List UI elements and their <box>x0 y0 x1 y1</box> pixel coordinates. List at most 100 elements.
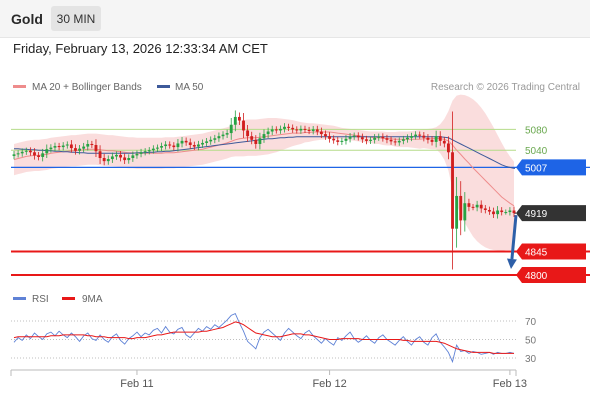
nine-ma-line <box>13 321 514 354</box>
candle <box>246 125 250 142</box>
price-legend: MA 20 + Bollinger Bands MA 50 <box>13 82 204 93</box>
candle <box>278 125 282 134</box>
ma50-legend-swatch <box>157 85 170 88</box>
candle-body <box>98 151 102 159</box>
candle-body <box>49 147 53 150</box>
candle <box>119 150 122 162</box>
forecast-arrowhead <box>506 258 517 269</box>
level-label-text: 4919 <box>525 209 548 220</box>
candle-body <box>442 140 446 144</box>
candle-body <box>504 212 508 214</box>
candle-body <box>291 127 295 130</box>
ma20-legend-swatch <box>13 85 26 88</box>
x-axis-tick-label: Feb 12 <box>312 378 346 390</box>
candle-body <box>53 146 57 148</box>
candle-body <box>492 211 495 215</box>
candle-body <box>422 135 426 138</box>
candle <box>451 111 454 270</box>
candle-body <box>94 145 98 152</box>
level-label-badge <box>516 243 586 260</box>
rsi-tick-label: 50 <box>525 336 537 347</box>
candle-body <box>500 210 504 213</box>
candle <box>115 151 118 160</box>
candle-body <box>385 138 389 140</box>
candle <box>483 205 487 214</box>
candle-body <box>151 148 155 151</box>
candle-body <box>242 120 245 131</box>
level-label-4919: 4919 <box>516 205 586 222</box>
candle-body <box>16 153 20 155</box>
candle-body <box>209 139 213 142</box>
candle-body <box>41 153 45 157</box>
candle-body <box>201 142 204 145</box>
watermark: Research © 2026 Trading Central <box>431 82 580 93</box>
candle-body <box>225 133 229 135</box>
rsi-layer: 70 50 30 <box>11 313 537 365</box>
candle-body <box>90 143 94 146</box>
candle <box>475 200 479 212</box>
candle <box>410 132 413 142</box>
candle <box>418 131 422 139</box>
level-label-5040: 5040 <box>525 146 548 157</box>
candle-body <box>160 146 163 148</box>
candle <box>463 192 467 232</box>
candle-body <box>213 138 217 140</box>
candle-body <box>356 135 360 138</box>
candle <box>184 137 188 146</box>
rsi-tick-label: 30 <box>525 354 537 365</box>
candle-body <box>78 148 82 151</box>
candle <box>385 134 389 144</box>
candle-body <box>37 155 41 157</box>
candle <box>180 136 184 148</box>
candle-body <box>315 129 319 132</box>
level-label-text: 4845 <box>525 248 548 259</box>
level-label-text: 5040 <box>525 146 548 157</box>
candle <box>340 137 344 146</box>
candle <box>287 123 291 131</box>
candle-body <box>233 116 237 125</box>
level-label-badge <box>516 205 586 222</box>
candle-body <box>512 210 516 214</box>
candle <box>434 130 438 148</box>
candle <box>512 206 516 217</box>
candle-body <box>139 152 143 154</box>
level-label-badge <box>516 159 586 176</box>
candle-body <box>131 155 135 159</box>
candle-body <box>168 144 172 146</box>
interval-button[interactable]: 30 MIN <box>51 6 101 31</box>
level-label-text: 5080 <box>525 125 548 136</box>
candle <box>381 133 385 142</box>
level-label-text: 4800 <box>525 271 548 282</box>
candle-body <box>475 204 479 208</box>
candle-body <box>303 128 307 130</box>
candle-body <box>20 151 24 154</box>
candle-body <box>438 136 442 141</box>
candle <box>262 129 266 143</box>
candle <box>422 132 426 142</box>
candle-body <box>135 153 139 156</box>
candle <box>438 131 442 146</box>
candle-body <box>262 134 266 139</box>
candle <box>270 125 274 136</box>
candle-body <box>487 209 491 212</box>
candle-body <box>110 156 114 160</box>
candle-body <box>61 145 65 148</box>
candle-body <box>115 154 118 157</box>
candle-body <box>156 147 159 149</box>
candle <box>479 200 483 213</box>
candle-body <box>254 139 258 144</box>
candle-body <box>86 143 90 147</box>
candle-body <box>74 148 77 151</box>
candle <box>266 127 270 138</box>
candle-body <box>192 145 196 147</box>
candle-body <box>295 129 299 131</box>
candle <box>33 148 36 160</box>
candle <box>127 154 131 164</box>
candle <box>217 132 221 142</box>
candle-body <box>237 116 241 121</box>
candle <box>156 144 159 152</box>
candle <box>102 153 106 166</box>
x-axis: Feb 11 Feb 12 Feb 13 <box>10 369 527 390</box>
candle <box>348 133 352 143</box>
